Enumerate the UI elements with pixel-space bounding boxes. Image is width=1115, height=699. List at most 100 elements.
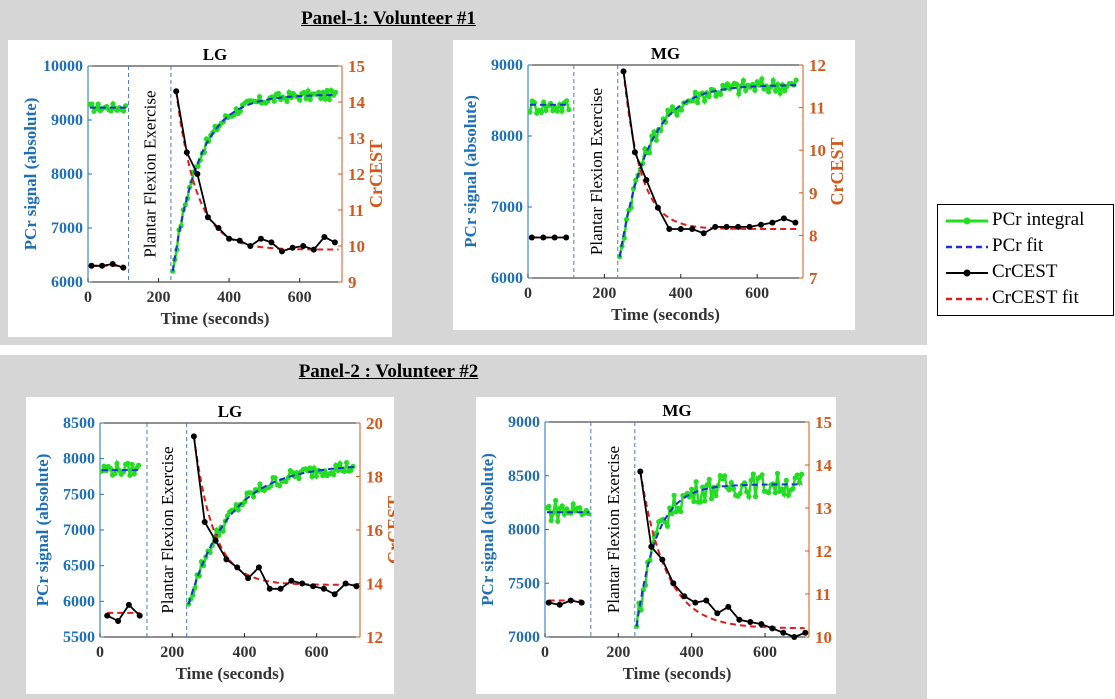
crcest-recovery-line: [175, 91, 336, 253]
pcr-integral-point: [724, 81, 730, 87]
crcest-point: [556, 601, 563, 608]
exercise-annotation: Plantar Flexion Exercise: [604, 446, 623, 613]
crcest-point: [723, 223, 730, 230]
pcr-integral-point: [294, 470, 300, 476]
pcr-integral-point: [272, 475, 278, 481]
x-tick-label: 0: [96, 644, 104, 661]
legend-swatch: [946, 245, 988, 249]
pcr-integral-point: [743, 87, 749, 93]
crcest-point: [643, 177, 650, 183]
x-tick-label: 200: [147, 289, 171, 306]
pcr-integral-point: [689, 486, 695, 492]
crcest-point: [563, 234, 570, 241]
crcest-point: [245, 575, 252, 582]
y-right-tick-label: 12: [348, 165, 365, 184]
pcr-integral-point: [303, 95, 309, 102]
pcr-integral-point: [752, 87, 758, 93]
crcest-point: [620, 68, 627, 75]
pcr-integral-point: [554, 108, 560, 114]
pcr-integral-point: [233, 106, 239, 112]
y-right-tick-label: 11: [348, 201, 364, 220]
crcest-point: [342, 580, 349, 587]
pcr-integral-point: [799, 471, 805, 477]
crcest-recovery-line: [193, 436, 357, 596]
pcr-integral-point: [271, 98, 277, 104]
y-right-tick-label: 14: [348, 93, 366, 112]
crcest-point: [792, 219, 799, 226]
pcr-integral-point: [783, 477, 789, 483]
crcest-fit-curve: [639, 471, 805, 630]
pcr-integral-point: [702, 498, 708, 504]
pcr-fit-curve: [171, 94, 337, 272]
chart-title: MG: [662, 401, 691, 420]
crcest-point: [331, 591, 338, 598]
y-left-tick-label: 5500: [63, 629, 95, 646]
pcr-integral-point: [695, 100, 701, 106]
crcest-point: [190, 433, 197, 440]
crcest-point: [654, 204, 661, 211]
pcr-integral-point: [774, 470, 781, 476]
crcest-point: [201, 519, 208, 525]
pcr-integral-point: [125, 460, 131, 466]
pcr-integral-point: [692, 89, 698, 95]
crcest-point: [173, 88, 180, 95]
pcr-integral-point: [548, 518, 554, 524]
pcr-integral-point: [726, 487, 732, 493]
crcest-point: [567, 597, 574, 604]
pcr-integral-point: [759, 472, 765, 478]
y-left-tick-label: 7000: [63, 522, 95, 539]
y-left-tick-label: 7500: [508, 575, 540, 592]
crcest-point: [735, 223, 742, 230]
y-right-tick-label: 16: [366, 521, 383, 540]
crcest-point: [551, 234, 558, 241]
crcest-point: [692, 599, 699, 606]
y-right-tick-label: 8: [809, 226, 818, 245]
pcr-integral-point: [108, 108, 114, 114]
chart-title: MG: [651, 44, 680, 63]
y-left-axis-label: PCr signal (absolute): [33, 454, 52, 607]
y-right-tick-label: 9: [348, 273, 357, 292]
pcr-integral-point: [283, 479, 289, 485]
pcr-integral-point: [577, 505, 583, 511]
x-tick-label: 600: [288, 289, 312, 306]
pcr-integral-point: [131, 471, 137, 477]
legend-label: CrCEST fit: [992, 287, 1079, 308]
pcr-integral-point: [736, 91, 742, 97]
pcr-integral-point: [322, 96, 328, 102]
legend-item-crcest: CrCEST: [944, 261, 1109, 285]
pcr-integral-point: [114, 460, 120, 467]
x-axis-label: Time (seconds): [176, 664, 285, 683]
y-left-tick-label: 8000: [508, 522, 540, 539]
y-right-tick-label: 12: [366, 628, 383, 647]
crcest-point: [780, 629, 787, 636]
pcr-integral-point: [324, 87, 330, 93]
chart-svg: LG 0 200 400 600 Time (seconds) 6000 7000 8000 90…: [21, 45, 386, 328]
x-axis-label: Time (seconds): [623, 664, 732, 683]
pcr-integral-point: [752, 493, 759, 500]
chart-v1-lg: LG 0 200 400 600 Time (seconds) 6000 7000 8000 90…: [8, 40, 392, 337]
crcest-point: [104, 612, 111, 619]
crcest-point: [670, 580, 677, 587]
crcest-point: [277, 585, 284, 592]
chart-svg: LG 0 200 400 600 Time (seconds) 5500 6000 6500 70…: [33, 402, 404, 683]
crcest-point: [236, 237, 243, 244]
pcr-integral-point: [307, 465, 313, 471]
y-left-tick-label: 6000: [491, 270, 523, 287]
pcr-integral-point: [662, 519, 668, 525]
pcr-integral-point: [112, 471, 118, 477]
pcr-integral-point: [678, 107, 685, 113]
pcr-integral-point: [646, 150, 653, 156]
crcest-point: [215, 225, 222, 231]
crcest-point: [631, 149, 638, 156]
y-right-tick-label: 18: [366, 468, 383, 487]
pcr-integral-point: [772, 490, 778, 496]
pcr-integral-point: [341, 468, 348, 474]
pcr-integral-point: [704, 482, 710, 488]
crcest-point: [136, 612, 143, 619]
chart-svg: MG 0 200 400 600 Time (seconds) 7000 7500 8000 85…: [478, 401, 853, 683]
y-right-tick-label: 10: [815, 628, 832, 647]
pcr-integral-point: [559, 503, 565, 509]
crcest-baseline-line: [91, 263, 124, 269]
y-left-tick-label: 8000: [491, 128, 523, 145]
pcr-fit-curve: [618, 84, 797, 257]
